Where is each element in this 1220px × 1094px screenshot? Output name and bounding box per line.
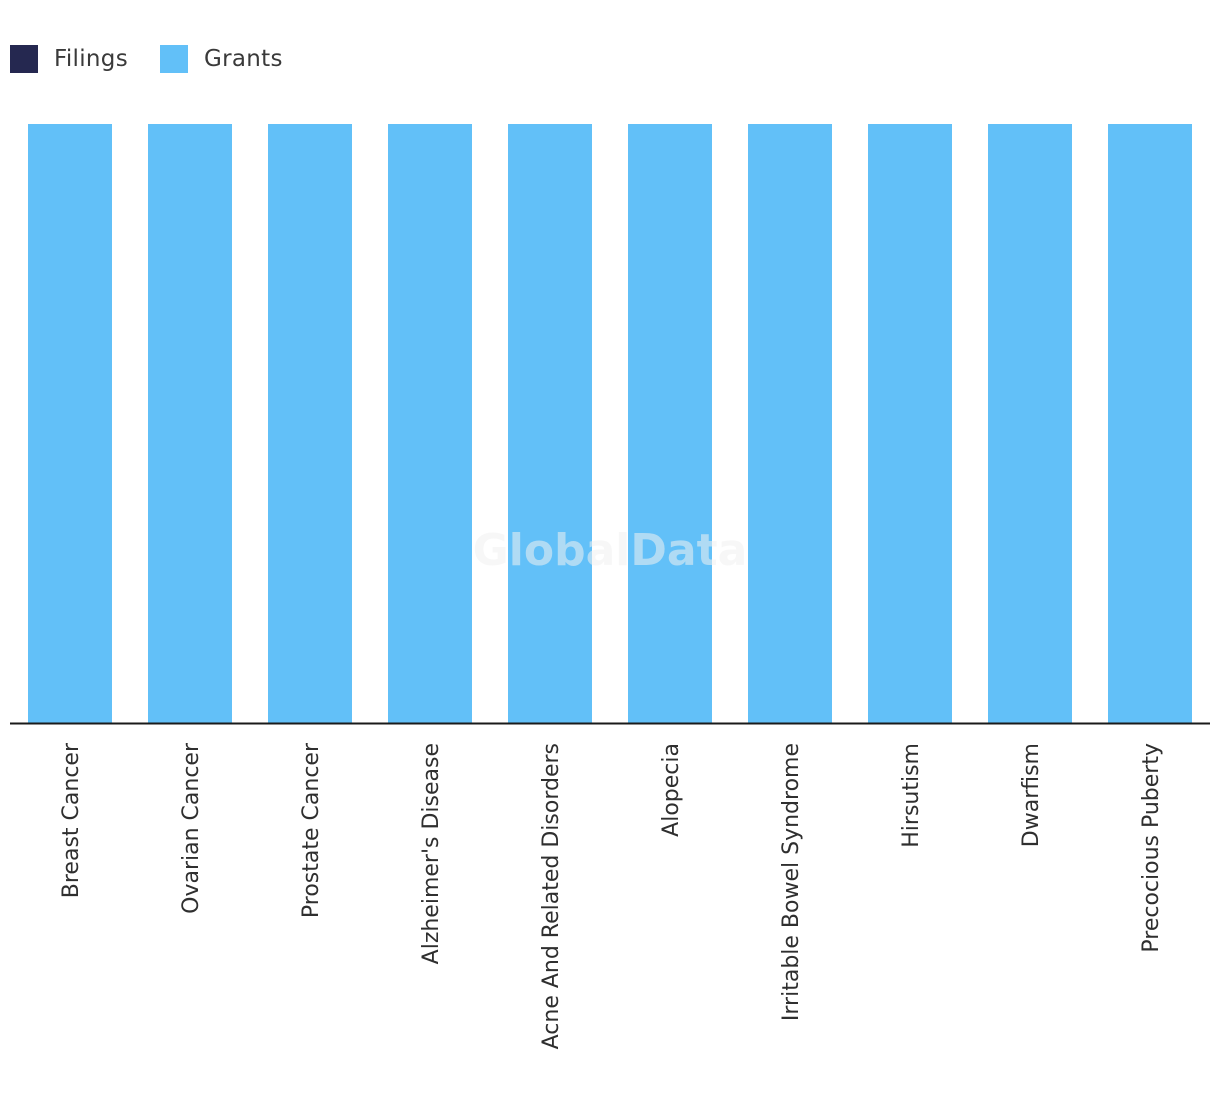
legend-item-filings: Filings	[10, 45, 128, 73]
bar-grants-2	[148, 124, 232, 723]
x-tick-label-10: Precocious Puberty	[1139, 743, 1164, 953]
bar-grants-7	[748, 124, 832, 723]
bar-grants-3	[268, 124, 352, 723]
legend-label-grants: Grants	[204, 46, 283, 72]
legend-item-grants: Grants	[160, 45, 283, 73]
bar-grants-4	[388, 124, 472, 723]
watermark: GlobalData	[473, 525, 748, 576]
legend-label-filings: Filings	[54, 46, 128, 72]
x-tick-labels: Breast Cancer Ovarian Cancer Prostate Canc…	[59, 742, 1164, 1049]
bar-grants-1	[28, 124, 112, 723]
bar-grants-10	[1108, 124, 1192, 723]
bar-grants-5	[508, 124, 592, 723]
x-tick-label-4: Alzheimer's Disease	[419, 743, 444, 964]
x-tick-label-8: Hirsutism	[899, 743, 924, 848]
x-tick-label-6: Alopecia	[659, 743, 684, 837]
bars-layer	[28, 124, 1192, 723]
x-tick-label-3: Prostate Cancer	[299, 742, 324, 918]
x-tick-label-5: Acne And Related Disorders	[539, 743, 564, 1049]
legend: Filings Grants	[10, 44, 315, 74]
bar-grants-6	[628, 124, 712, 723]
x-tick-label-9: Dwarfism	[1019, 743, 1044, 847]
x-tick-label-2: Ovarian Cancer	[179, 742, 204, 914]
x-tick-label-1: Breast Cancer	[59, 742, 84, 898]
legend-swatch-filings	[10, 45, 38, 73]
legend-swatch-grants	[160, 45, 188, 73]
bar-grants-9	[988, 124, 1072, 723]
x-tick-label-7: Irritable Bowel Syndrome	[779, 743, 804, 1021]
bar-grants-8	[868, 124, 952, 723]
